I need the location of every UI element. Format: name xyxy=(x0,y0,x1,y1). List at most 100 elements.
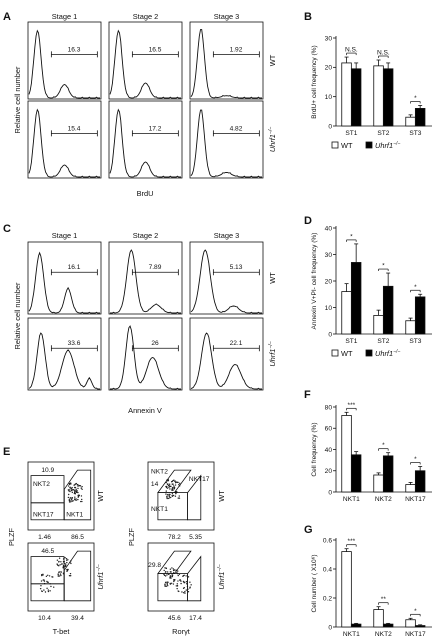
gate-name-nkt17: NKT17 xyxy=(33,511,54,518)
bar-wt xyxy=(341,291,352,335)
flow-event-dot xyxy=(65,558,68,560)
flow-event-dot xyxy=(43,580,46,582)
bar-ko xyxy=(382,285,394,335)
gate-name-nkt1: NKT1 xyxy=(66,511,83,518)
y-tick-label: 80 xyxy=(325,404,333,411)
flow-event-dot xyxy=(165,585,168,587)
flow-event-dot xyxy=(47,581,49,584)
flow-event-dot xyxy=(74,496,76,498)
flow-event-dot xyxy=(58,560,60,563)
flow-event-dot xyxy=(164,585,166,588)
flow-event-dot xyxy=(76,484,79,486)
gate-value-nkt1: 86.5 xyxy=(71,534,84,541)
histogram-trace xyxy=(28,29,100,99)
bar-wt xyxy=(405,320,416,335)
flow-event-dot xyxy=(68,575,71,577)
y-tick-label: 10 xyxy=(325,305,333,312)
flow-event-dot xyxy=(81,498,83,501)
flow-event-dot xyxy=(178,590,180,593)
flow-event-dot xyxy=(181,591,183,593)
bar-wt xyxy=(405,619,416,628)
flow-event-dot xyxy=(41,574,43,577)
flow-event-dot xyxy=(169,583,172,585)
flow-event-dot xyxy=(48,575,51,577)
flow-event-dot xyxy=(66,569,69,572)
significance-label: N.S. xyxy=(377,50,390,57)
histogram-frame xyxy=(108,241,183,315)
histogram-trace xyxy=(190,249,262,314)
flow-event-dot xyxy=(187,576,190,578)
gate-value-nkt17: 17.4 xyxy=(189,615,202,622)
bar-ko xyxy=(382,455,394,493)
flow-event-dot xyxy=(56,563,58,565)
stage-label: Stage 1 xyxy=(52,12,77,21)
histogram-frame xyxy=(108,21,183,100)
y-tick-label: 0 xyxy=(328,123,332,130)
flow-event-dot xyxy=(171,567,173,569)
row-label-wt: WT xyxy=(96,490,105,502)
bar-ko xyxy=(350,454,362,493)
gate-nkt17 xyxy=(187,555,202,602)
flow-event-dot xyxy=(168,483,171,485)
gate-name-nkt2: NKT2 xyxy=(33,481,50,488)
flow-event-dot xyxy=(166,495,168,498)
flow-event-dot xyxy=(67,496,70,499)
legend-swatch-ko xyxy=(365,349,373,357)
flow-event-dot xyxy=(168,494,170,497)
y-axis-label-plzf: PLZF xyxy=(127,527,136,546)
histogram-frame xyxy=(27,21,102,100)
histogram-trace xyxy=(28,108,100,178)
histogram-frame xyxy=(108,317,183,391)
gate-nkt17 xyxy=(187,474,202,521)
flow-event-dot xyxy=(60,574,62,577)
flow-event-dot xyxy=(42,579,44,581)
histogram-trace xyxy=(109,108,181,178)
flow-event-dot xyxy=(164,567,166,569)
bar-wt xyxy=(405,484,416,493)
gate-value: 16.3 xyxy=(68,46,81,53)
flow-event-dot xyxy=(167,483,169,485)
row-label-wt: WT xyxy=(268,54,277,66)
flow-event-dot xyxy=(67,493,70,496)
flow-event-dot xyxy=(74,483,77,485)
gate-value: 26 xyxy=(151,340,159,347)
flow-event-dot xyxy=(73,491,76,494)
flow-event-dot xyxy=(167,484,170,487)
flow-event-dot xyxy=(171,575,174,578)
flow-event-dot xyxy=(64,562,66,565)
flow-event-dot xyxy=(183,582,186,584)
y-tick-label: 0 xyxy=(328,624,332,631)
y-axis-label: Annexin V+PI- cell frequency (%) xyxy=(311,233,318,330)
panel-letter-C: C xyxy=(3,223,11,235)
flow-event-dot xyxy=(42,573,44,575)
flow-event-dot xyxy=(190,584,192,586)
gate-value-nkt17: 10.4 xyxy=(38,615,51,622)
significance-label: * xyxy=(414,456,417,463)
gate-value: 15.4 xyxy=(68,125,81,132)
flow-event-dot xyxy=(47,589,50,591)
x-tick-label: ST1 xyxy=(345,338,357,345)
bar-wt xyxy=(373,315,384,335)
flow-event-dot xyxy=(171,483,174,485)
y-tick-label: 0 xyxy=(328,489,332,496)
flow-event-dot xyxy=(166,571,169,573)
significance-label: * xyxy=(414,608,417,615)
flow-event-dot xyxy=(178,484,180,486)
flow-event-dot xyxy=(182,580,185,583)
significance-label: ** xyxy=(381,596,387,603)
gate-nkt17 xyxy=(30,583,65,602)
x-tick-label: NKT1 xyxy=(343,496,360,503)
flow-event-dot xyxy=(170,582,173,584)
gate-value-nkt1: 39.4 xyxy=(71,615,84,622)
flow-event-dot xyxy=(169,571,172,573)
flow-event-dot xyxy=(185,575,187,577)
y-axis-label: BrdU+ cell frequency (%) xyxy=(311,45,318,118)
flow-event-dot xyxy=(178,497,181,499)
y-tick-label: 0.6 xyxy=(323,537,332,544)
flow-event-dot xyxy=(173,487,176,490)
flow-event-dot xyxy=(184,590,186,593)
flow-event-dot xyxy=(49,590,51,592)
flow-event-dot xyxy=(166,582,168,584)
flow-event-dot xyxy=(169,488,171,490)
gate-value: 33.6 xyxy=(68,340,81,347)
